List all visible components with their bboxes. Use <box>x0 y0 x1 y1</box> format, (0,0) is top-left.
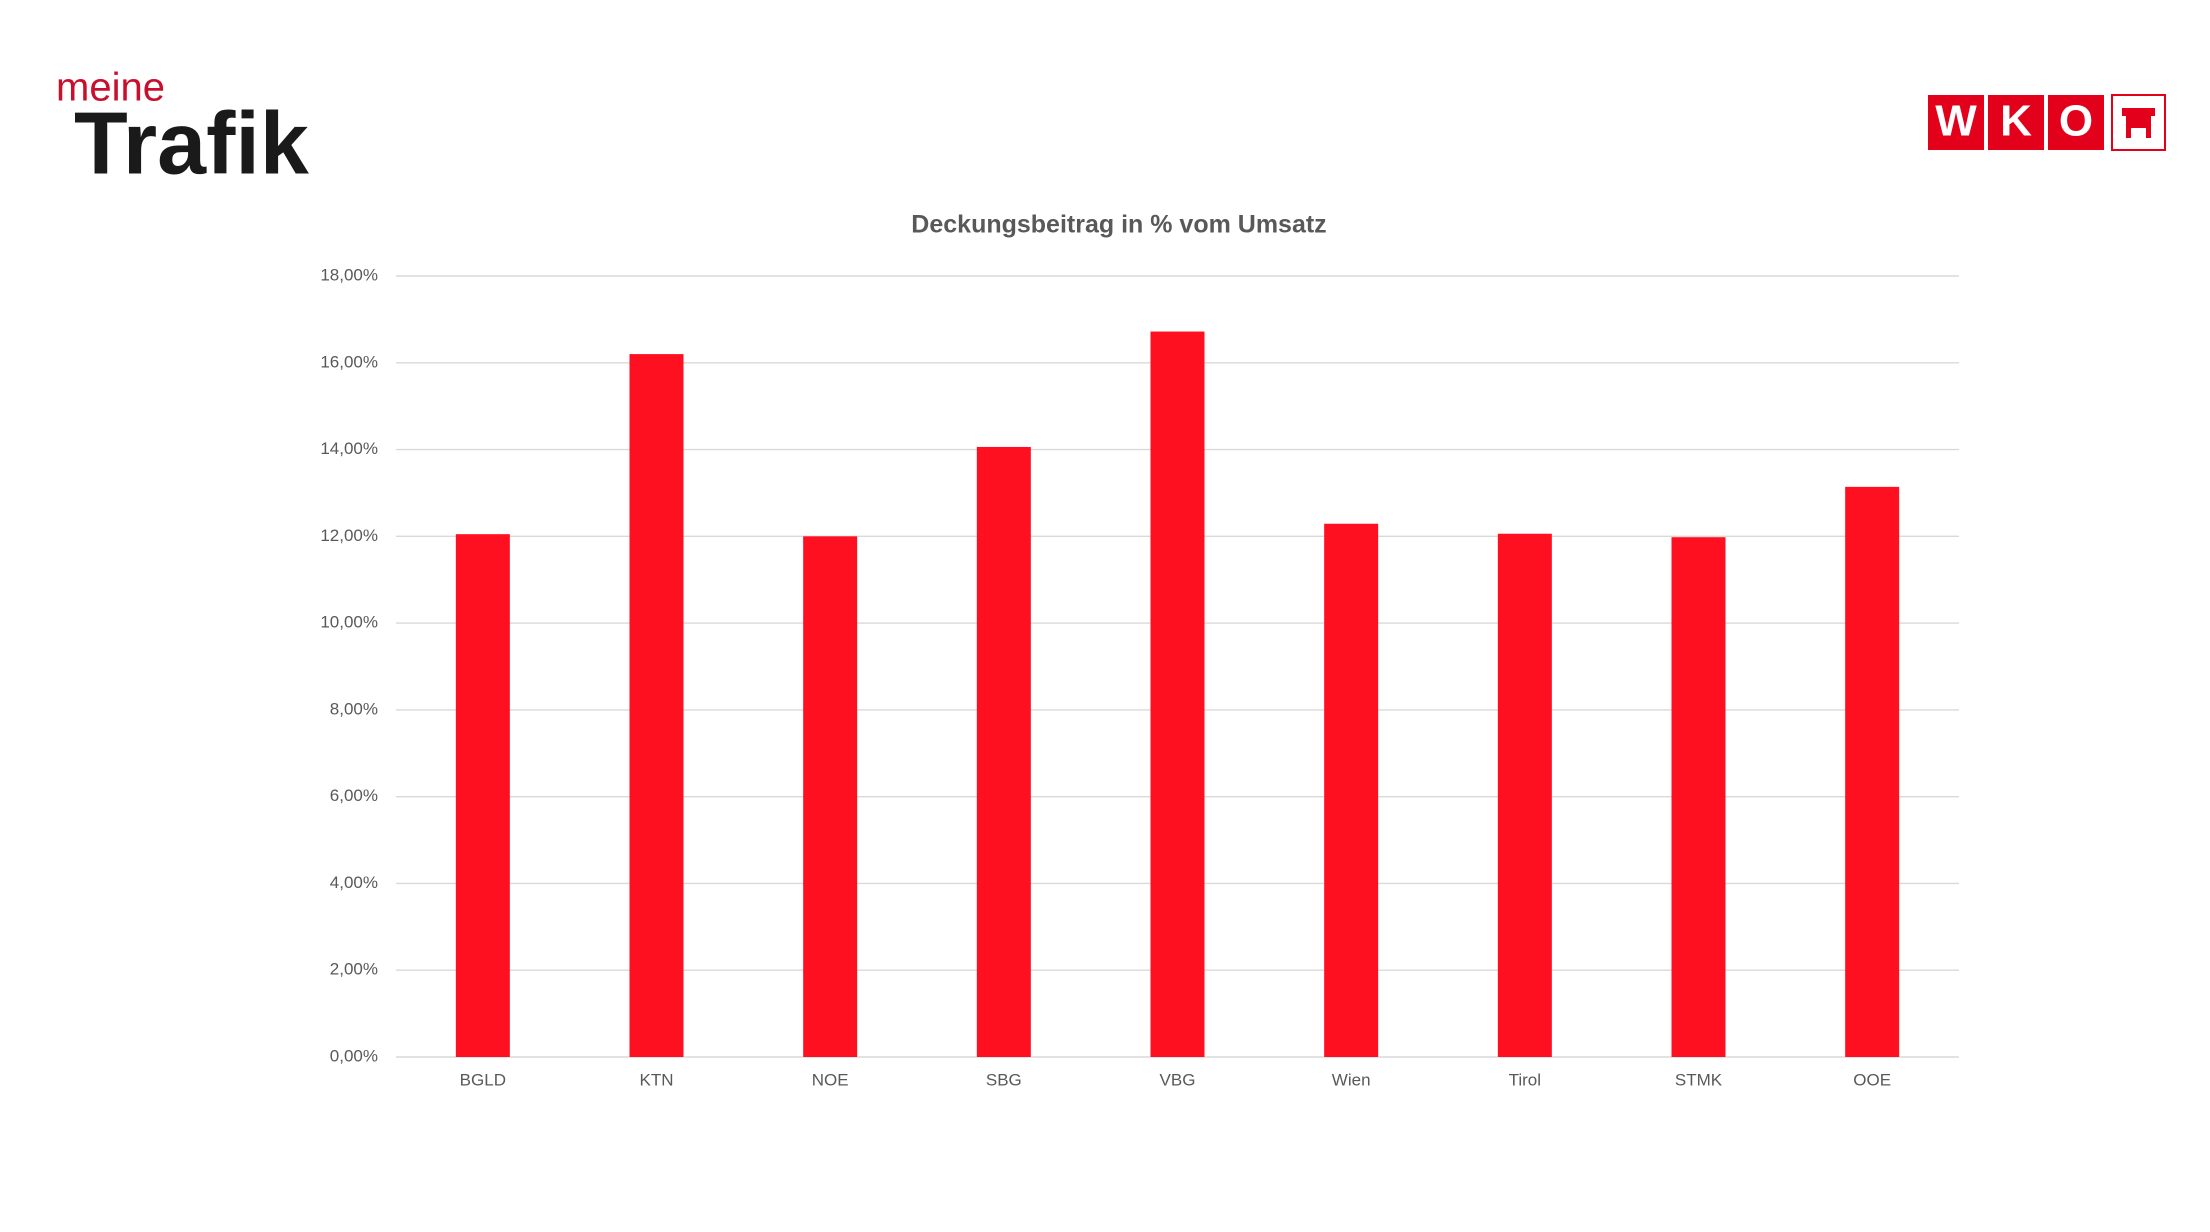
y-tick-label: 4,00% <box>330 873 378 892</box>
chart-title: Deckungsbeitrag in % vom Umsatz <box>911 211 1326 239</box>
bar <box>1671 537 1726 1057</box>
wko-letter: K <box>2000 97 2032 146</box>
y-tick-label: 8,00% <box>330 699 378 718</box>
y-tick-label: 12,00% <box>320 526 378 545</box>
bar <box>1845 486 1900 1057</box>
bar <box>455 534 510 1057</box>
y-tick-label: 6,00% <box>330 786 378 805</box>
wko-box <box>1988 95 2044 150</box>
wko-box <box>1928 95 1984 150</box>
logo-crest <box>2111 94 2166 151</box>
x-tick-label: Tirol <box>1509 1070 1541 1089</box>
y-tick-label: 18,00% <box>320 265 378 284</box>
x-tick-label: KTN <box>640 1070 674 1089</box>
x-tick-label: SBG <box>986 1070 1022 1089</box>
bar <box>1497 533 1552 1057</box>
x-tick-label: BGLD <box>460 1070 506 1089</box>
bar <box>976 446 1031 1057</box>
x-tick-label: VBG <box>1160 1070 1196 1089</box>
x-tick-label: Wien <box>1332 1070 1371 1089</box>
wko-letter: W <box>1935 97 1977 146</box>
wko-box <box>2048 95 2104 150</box>
bar <box>1150 331 1205 1057</box>
wko-letter: O <box>2059 97 2093 146</box>
x-tick-label: NOE <box>812 1070 849 1089</box>
y-tick-label: 0,00% <box>330 1046 378 1065</box>
y-tick-label: 16,00% <box>320 352 378 371</box>
x-tick-label: OOE <box>1853 1070 1891 1089</box>
bar <box>629 354 684 1058</box>
y-tick-label: 2,00% <box>330 960 378 979</box>
y-tick-label: 14,00% <box>320 439 378 458</box>
bar <box>803 536 858 1057</box>
x-tick-label: STMK <box>1675 1070 1723 1089</box>
bar <box>1324 523 1379 1057</box>
logo-trafik: Trafik <box>74 93 310 192</box>
logo-meine: meine <box>56 66 165 110</box>
y-tick-label: 10,00% <box>320 613 378 632</box>
